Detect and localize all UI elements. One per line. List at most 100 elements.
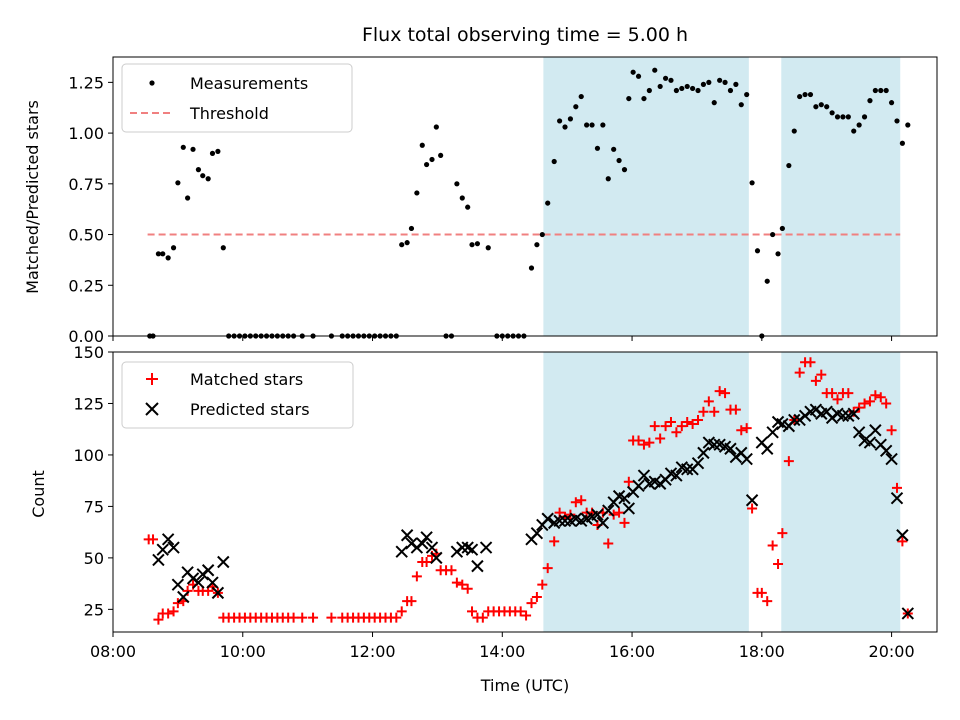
shaded-regions	[543, 57, 901, 336]
shaded-interval-1	[543, 352, 749, 632]
data-point	[869, 424, 882, 437]
data-point	[878, 87, 884, 94]
data-point	[655, 433, 666, 444]
legend-predicted-label: Predicted stars	[190, 400, 310, 419]
data-point	[192, 576, 205, 589]
data-point	[558, 514, 572, 528]
data-point	[474, 241, 481, 247]
data-point	[623, 476, 634, 487]
data-point	[852, 426, 866, 439]
data-point	[859, 398, 870, 409]
data-point	[738, 102, 744, 108]
plot-frame	[112, 56, 938, 337]
data-point	[185, 195, 191, 201]
data-point	[462, 583, 473, 594]
data-point	[886, 425, 897, 436]
plot-frame	[112, 351, 938, 633]
data-point	[589, 122, 595, 128]
data-point	[534, 242, 540, 248]
data-point	[477, 612, 488, 623]
data-point	[646, 87, 652, 94]
x-tick-label: 08:00	[90, 642, 136, 661]
data-point	[485, 245, 491, 251]
data-point	[691, 456, 705, 470]
data-point	[635, 73, 642, 79]
data-point	[600, 122, 606, 128]
data-point	[156, 543, 169, 556]
data-point	[775, 251, 781, 257]
data-point	[570, 497, 581, 508]
data-point	[549, 536, 560, 547]
data-point	[872, 87, 878, 94]
data-point	[308, 612, 319, 623]
data-point	[740, 452, 753, 466]
data-point	[727, 87, 734, 94]
data-point	[211, 586, 225, 600]
data-point	[160, 251, 166, 257]
data-point	[531, 592, 542, 602]
data-point	[773, 559, 784, 570]
data-point	[777, 528, 788, 539]
y-tick-label: 150	[73, 343, 104, 362]
data-point	[528, 265, 535, 271]
y-tick-label: 0.75	[68, 175, 104, 194]
data-point	[766, 426, 779, 439]
data-point	[888, 100, 895, 106]
data-point	[783, 456, 794, 467]
data-point	[754, 248, 761, 254]
data-point	[567, 116, 574, 122]
data-point	[697, 446, 710, 460]
data-point	[832, 394, 843, 405]
data-point	[885, 452, 898, 466]
data-point	[644, 437, 655, 448]
data-point	[578, 93, 584, 100]
data-point	[537, 579, 548, 590]
x-tick-label: 16:00	[609, 642, 655, 661]
data-point	[660, 421, 671, 432]
data-point	[695, 87, 701, 94]
data-point	[438, 152, 444, 159]
data-point	[861, 114, 868, 120]
x-tick-label: 14:00	[479, 642, 525, 661]
chart-title: Flux total observing time = 5.00 h	[362, 24, 688, 46]
data-point	[744, 91, 750, 98]
data-point	[722, 79, 728, 85]
data-point	[471, 559, 484, 573]
data-point	[875, 392, 886, 403]
legend-threshold-label: Threshold	[189, 104, 269, 123]
data-point	[714, 386, 725, 397]
data-point	[741, 423, 752, 434]
data-point	[297, 612, 308, 623]
data-point	[899, 140, 905, 146]
top-panel: 0.00 0.25 0.50 0.75 1.00 1.25 Matched/Predict…	[23, 56, 938, 346]
data-point	[791, 128, 797, 134]
shaded-regions	[543, 352, 901, 632]
data-point	[864, 396, 875, 407]
data-point	[711, 100, 717, 106]
data-point	[195, 167, 202, 173]
data-point	[576, 495, 587, 506]
data-point	[762, 596, 773, 607]
data-point	[180, 144, 186, 150]
legend: Measurements Threshold	[121, 63, 353, 133]
data-point	[633, 435, 644, 446]
data-point	[779, 225, 785, 232]
data-point	[400, 529, 414, 542]
measurement-points	[147, 67, 911, 339]
data-point	[863, 436, 877, 449]
data-point	[854, 402, 865, 413]
data-point	[897, 536, 908, 547]
data-point	[206, 576, 219, 589]
data-point	[805, 357, 816, 368]
data-point	[416, 537, 429, 550]
data-point	[700, 81, 707, 87]
data-point	[896, 529, 909, 542]
y-tick-label: 100	[73, 446, 104, 465]
data-point	[152, 553, 165, 567]
data-point	[605, 176, 611, 182]
data-point	[515, 606, 526, 617]
data-point	[879, 444, 893, 458]
data-point	[396, 606, 407, 617]
data-point	[794, 367, 805, 378]
data-point	[829, 110, 835, 116]
